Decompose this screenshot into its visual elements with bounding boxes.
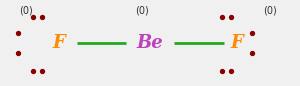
Text: (0): (0): [19, 5, 32, 15]
Point: [229, 17, 233, 18]
Point: [229, 70, 233, 71]
Point: [31, 17, 35, 18]
Text: F: F: [231, 34, 243, 52]
Text: (0): (0): [136, 5, 149, 15]
Text: Be: Be: [136, 34, 164, 52]
Text: F: F: [52, 34, 65, 52]
Point: [31, 70, 35, 71]
Point: [16, 32, 20, 33]
Point: [220, 70, 224, 71]
Point: [16, 53, 20, 54]
Text: (0): (0): [263, 5, 277, 15]
Point: [40, 17, 44, 18]
Point: [40, 70, 44, 71]
Point: [220, 17, 224, 18]
Point: [250, 53, 254, 54]
Point: [250, 32, 254, 33]
